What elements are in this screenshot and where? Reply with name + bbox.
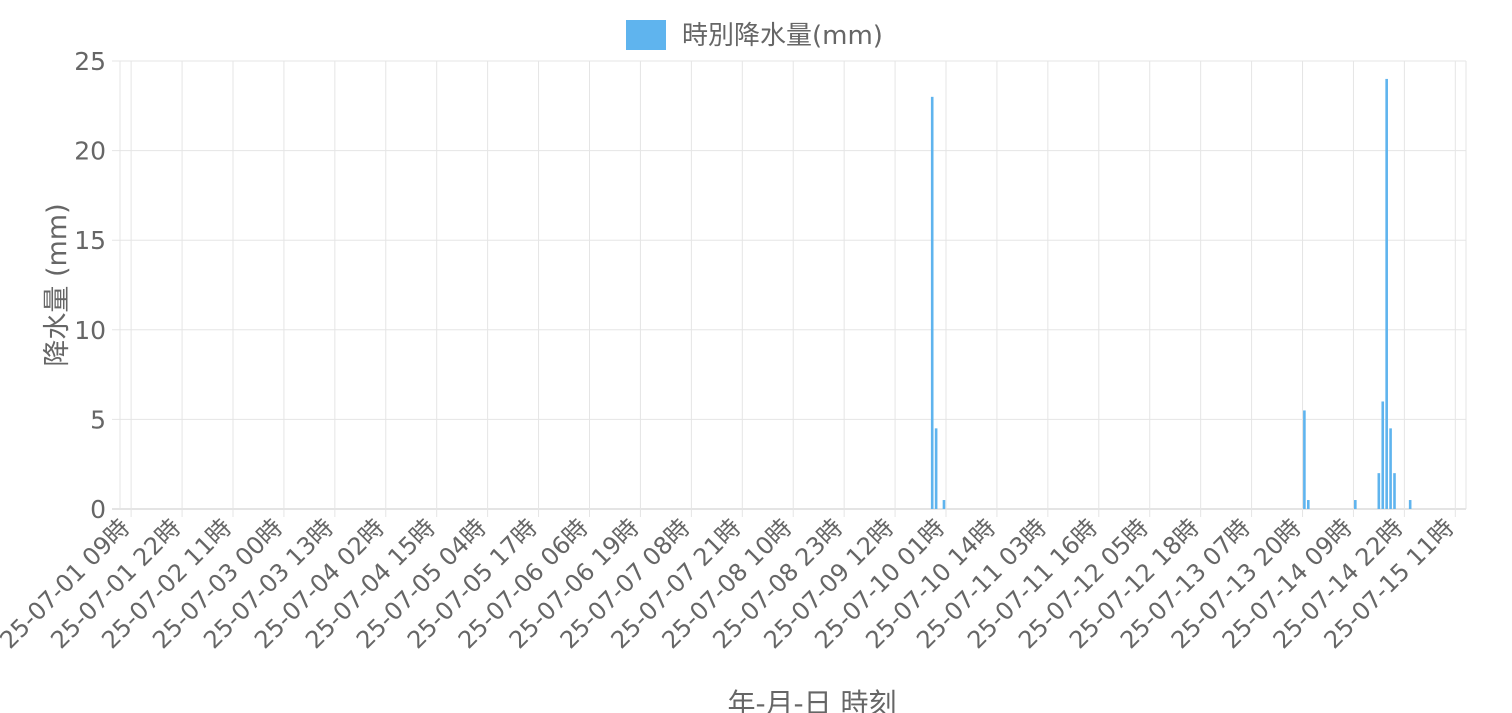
precip-bar[interactable] [942,500,946,509]
x-axis-title: 年-月-日 時刻 [727,687,896,713]
precip-bar[interactable] [1377,473,1381,509]
bar-series [930,78,1412,510]
y-tick-label: 25 [74,47,106,76]
precip-bar[interactable] [1381,401,1385,509]
y-tick-label: 15 [74,226,106,255]
precip-bar[interactable] [1389,428,1392,509]
y-tick-label: 0 [90,495,106,524]
precip-bar[interactable] [1354,500,1357,509]
legend-label: 時別降水量(mm) [682,21,883,51]
precip-bar[interactable] [1307,500,1310,509]
precip-bar[interactable] [1385,78,1388,510]
y-tick-label: 10 [74,316,106,345]
legend[interactable]: 時別降水量(mm) [626,20,883,51]
precip-bar[interactable] [934,428,938,509]
precip-bar[interactable] [1408,500,1412,509]
precip-bar[interactable] [930,96,934,509]
y-axis-title: 降水量 (mm) [42,203,73,366]
grid-lines [112,60,1467,517]
precip-bar[interactable] [1303,410,1306,509]
legend-swatch [626,20,666,50]
y-tick-label: 20 [74,137,106,166]
y-tick-label: 5 [90,405,106,434]
precip-bar[interactable] [1393,473,1396,509]
